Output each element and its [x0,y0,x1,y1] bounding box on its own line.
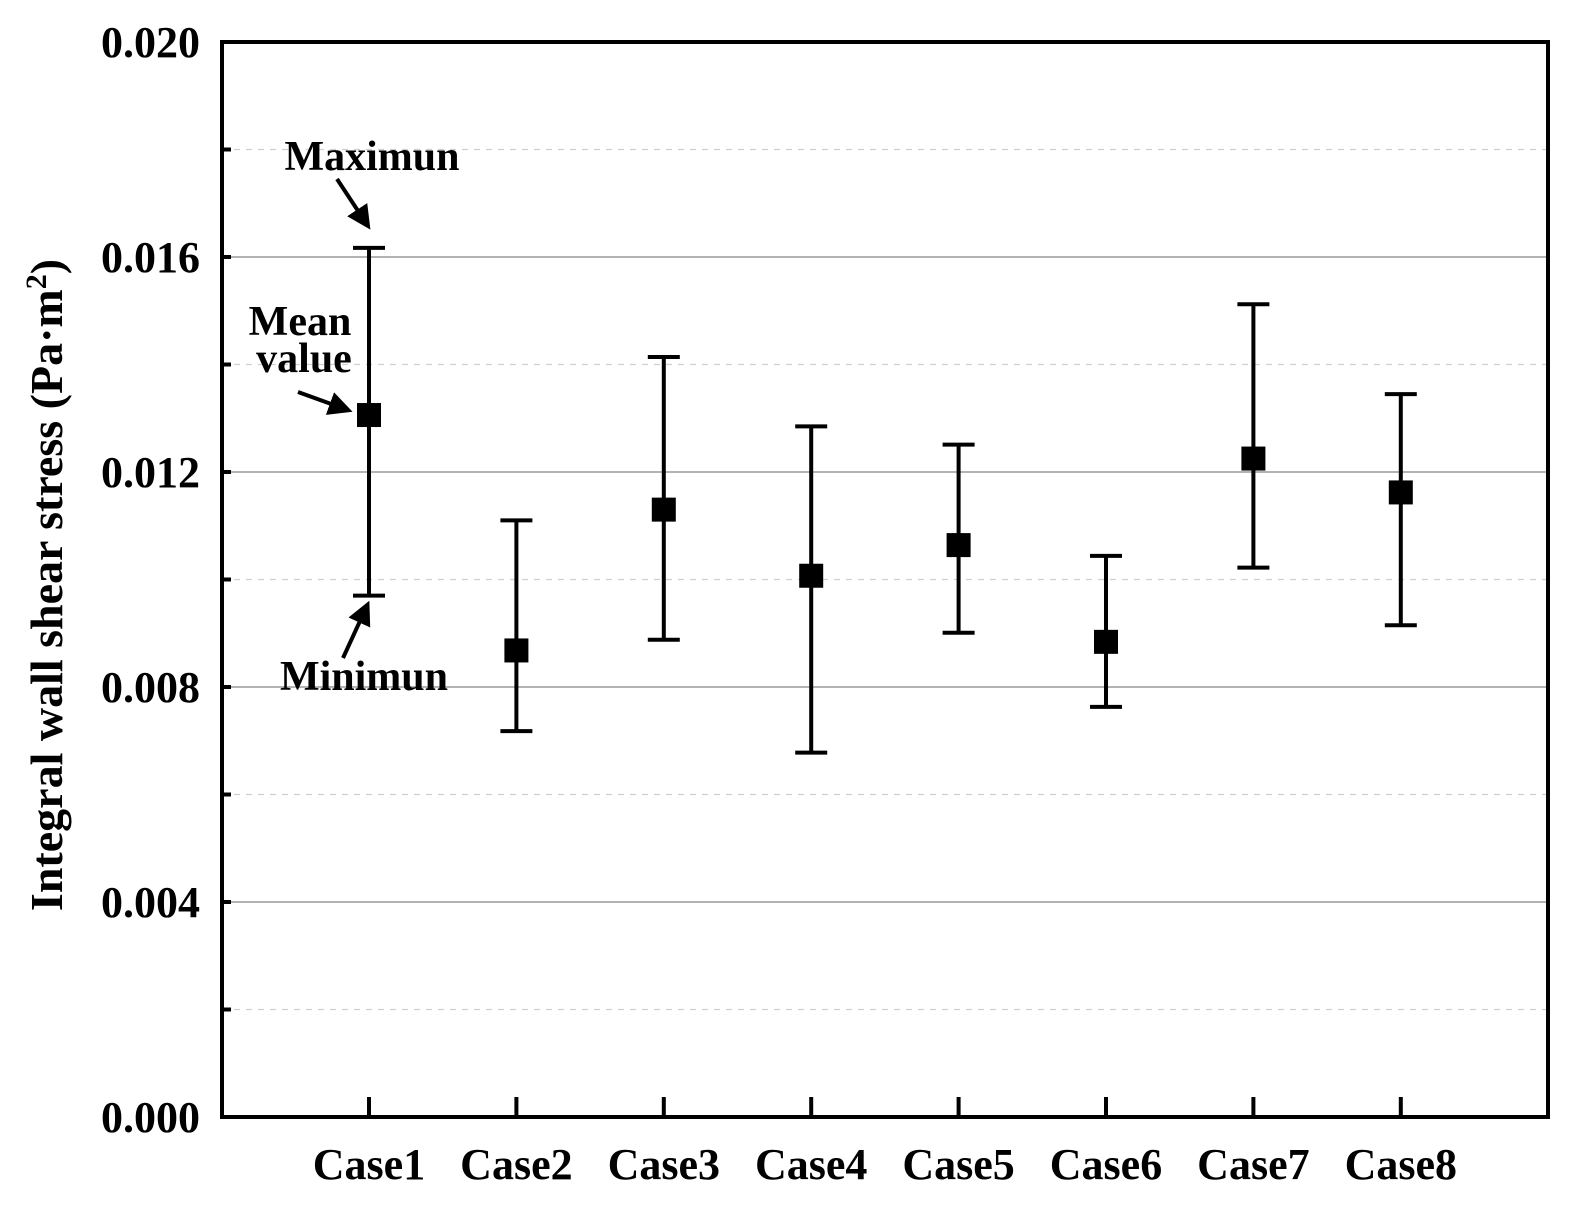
mean-marker [651,497,676,522]
grid-lines [222,148,1548,1011]
mean-marker [1241,446,1266,471]
annotation-minimum: Minimun [280,654,448,700]
error-bar-case7 [1237,302,1270,570]
axis-labels: 0.000 0.004 0.008 0.012 0.016 0.020 Case1 Case2… [101,18,1457,1189]
error-bar-series [353,245,1417,755]
error-bar-case2 [500,518,533,734]
y-tick-label: 0.000 [101,1093,200,1142]
arrow-maximum [335,177,371,230]
x-tick-label: Case4 [755,1140,867,1189]
y-axis-title: Integral wall shear stress (Pa·m2) [20,259,72,911]
mean-marker [799,563,824,588]
y-tick-label: 0.004 [101,878,200,927]
x-tick-label: Case5 [902,1140,1014,1189]
annotation-maximum: Maximun [284,134,459,180]
y-tick-label: 0.012 [101,448,200,497]
y-tick-label: 0.020 [101,18,200,67]
x-tick-label: Case8 [1345,1140,1457,1189]
error-bar-case3 [647,354,680,642]
error-bar-case4 [795,424,828,755]
mean-marker [357,403,381,428]
annotation-mean: Mean [249,299,352,345]
mean-marker [504,638,529,663]
x-tick-label: Case2 [460,1140,572,1189]
x-tick-label: Case6 [1050,1140,1162,1189]
arrow-minimum [341,600,371,659]
error-bar-case8 [1384,392,1417,628]
error-bar-case1 [353,245,385,598]
annotation-value: value [256,336,352,382]
x-tick-label: Case7 [1197,1140,1309,1189]
y-tick-label: 0.008 [101,663,200,712]
error-bar-case5 [942,442,975,635]
annotations: Maximun Mean value Minimun [249,134,460,700]
x-tick-label: Case1 [313,1140,425,1189]
arrow-mean [297,390,353,415]
mean-marker [1094,629,1118,654]
y-tick-label: 0.016 [101,233,200,282]
mean-marker [946,533,971,558]
mean-marker [1388,480,1413,505]
x-tick-label: Case3 [608,1140,720,1189]
error-bar-case6 [1090,553,1122,709]
axis-ticks [222,40,1403,1119]
